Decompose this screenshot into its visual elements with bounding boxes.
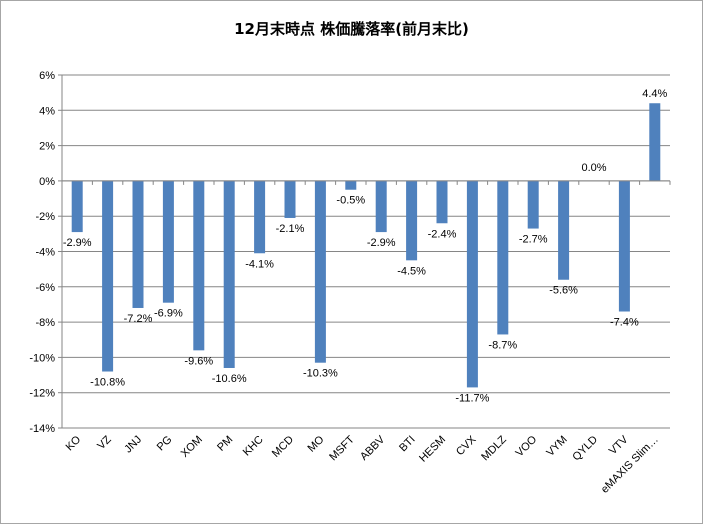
bar-pm	[223, 180, 235, 368]
x-tick-label: VYM	[544, 434, 569, 459]
x-tick-label: eMAXIS Slim…	[599, 434, 661, 496]
y-tick-label: -2%	[35, 211, 55, 223]
x-tick-label: HESM	[417, 434, 448, 465]
data-label: -7.4%	[610, 317, 639, 329]
data-label: -2.9%	[367, 237, 396, 249]
data-label: -0.5%	[336, 195, 365, 207]
data-label: -7.2%	[124, 313, 153, 325]
bar-emaxis-slim-	[649, 103, 661, 181]
y-tick-label: 6%	[39, 70, 55, 82]
bar-msft	[345, 180, 357, 190]
data-label: -2.7%	[519, 234, 548, 246]
y-tick-label: 0%	[39, 176, 55, 188]
data-label: -11.7%	[455, 392, 489, 404]
bar-abbv	[375, 180, 387, 233]
bar-xom	[193, 180, 205, 351]
bar-khc	[254, 180, 266, 254]
x-tick-label: VZ	[95, 433, 114, 452]
y-tick-label: -8%	[35, 317, 55, 329]
y-tick-label: 4%	[39, 105, 55, 117]
y-tick-label: -10%	[29, 352, 55, 364]
gridlines	[62, 74, 670, 429]
x-tick-label: MO	[305, 433, 326, 454]
x-tick-label: VTV	[607, 433, 631, 457]
bar-vtv	[618, 180, 630, 312]
bar-mcd	[284, 180, 296, 218]
data-label: -2.4%	[428, 228, 457, 240]
data-label: 4.4%	[642, 88, 667, 100]
y-tick-label: -14%	[29, 423, 55, 435]
x-tick-label: KO	[64, 433, 84, 453]
x-tick-label: MSFT	[327, 433, 357, 463]
bar-pg	[162, 180, 174, 303]
bar-vz	[102, 180, 114, 372]
y-tick-label: -4%	[35, 247, 55, 259]
x-tick-label: ABBV	[358, 433, 388, 463]
bar-voo	[527, 180, 539, 229]
data-label: -6.9%	[154, 308, 183, 320]
x-tick-label: PM	[215, 434, 235, 454]
x-tick-label: JNJ	[122, 434, 144, 456]
data-label: -5.6%	[549, 285, 578, 297]
data-labels: -2.9% -10.8% -7.2% -6.9% -9.6% -10.6% -4.1% -2.…	[63, 88, 668, 404]
chart-title: 12月末時点 株価騰落率(前月末比)	[234, 20, 469, 38]
bars	[71, 103, 661, 388]
bar-ko	[71, 180, 83, 233]
data-label: -4.1%	[245, 258, 274, 270]
x-tick-label: XOM	[179, 434, 205, 460]
data-label: -2.1%	[276, 223, 305, 235]
data-label: -8.7%	[488, 339, 517, 351]
data-label: -10.3%	[303, 368, 338, 380]
y-tick-label: -12%	[29, 388, 55, 400]
bar-hesm	[436, 180, 448, 224]
bar-mdlz	[497, 180, 509, 335]
y-tick-label: 2%	[39, 141, 55, 153]
x-tick-label: BTI	[397, 434, 418, 455]
x-tick-label: VOO	[514, 433, 540, 459]
data-label: 0.0%	[581, 162, 606, 174]
x-tick-label: KHC	[241, 434, 266, 459]
x-axis-categories: KO VZ JNJ PG XOM PM KHC MCD MO MSFT ABBV BTI HESM CVX…	[64, 180, 671, 496]
x-tick-label: MCD	[270, 434, 296, 460]
data-label: -9.6%	[184, 355, 213, 367]
y-tick-label: -6%	[35, 282, 55, 294]
bar-vym	[558, 180, 570, 280]
data-label: -10.6%	[212, 373, 247, 385]
data-label: -2.9%	[63, 237, 92, 249]
bar-cvx	[466, 180, 478, 388]
y-axis-ticks: 6% 4% 2% 0% -2% -4% -6% -8% -10% -12% -14%	[29, 70, 62, 435]
data-label: -4.5%	[397, 265, 426, 277]
x-tick-label: QYLD	[570, 434, 600, 464]
bar-bti	[406, 180, 418, 261]
x-tick-label: PG	[155, 434, 175, 454]
bar-mo	[314, 180, 326, 363]
x-tick-label: MDLZ	[479, 433, 509, 463]
bar-jnj	[132, 180, 144, 308]
x-tick-label: CVX	[454, 433, 479, 458]
data-label: -10.8%	[90, 377, 125, 389]
